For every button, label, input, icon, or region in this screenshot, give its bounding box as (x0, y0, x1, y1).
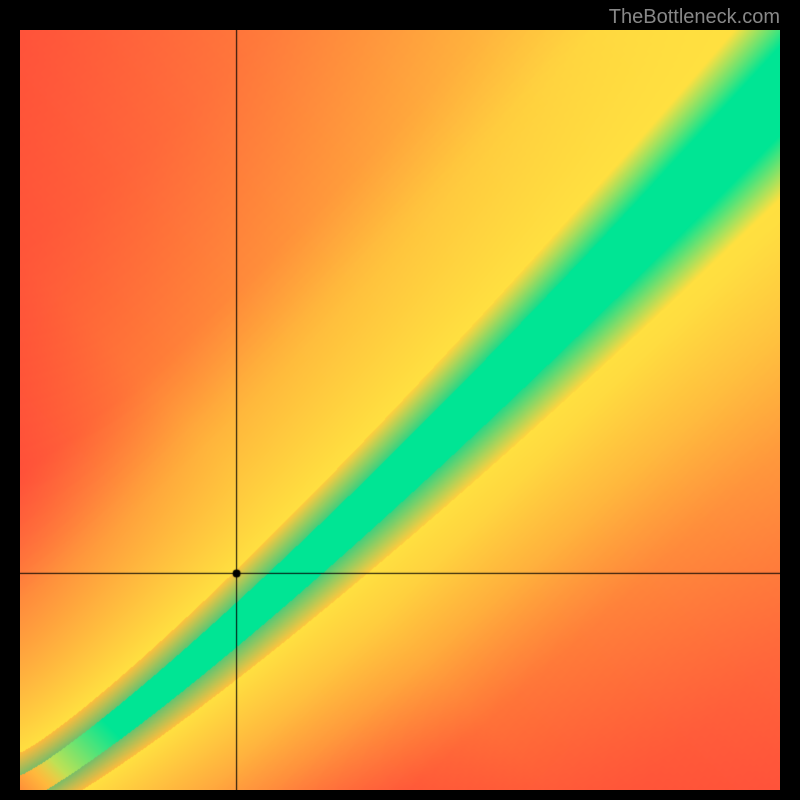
heatmap-plot (20, 30, 780, 790)
watermark-text: TheBottleneck.com (609, 6, 780, 29)
chart-container: TheBottleneck.com (0, 0, 800, 800)
heatmap-canvas (20, 30, 780, 790)
